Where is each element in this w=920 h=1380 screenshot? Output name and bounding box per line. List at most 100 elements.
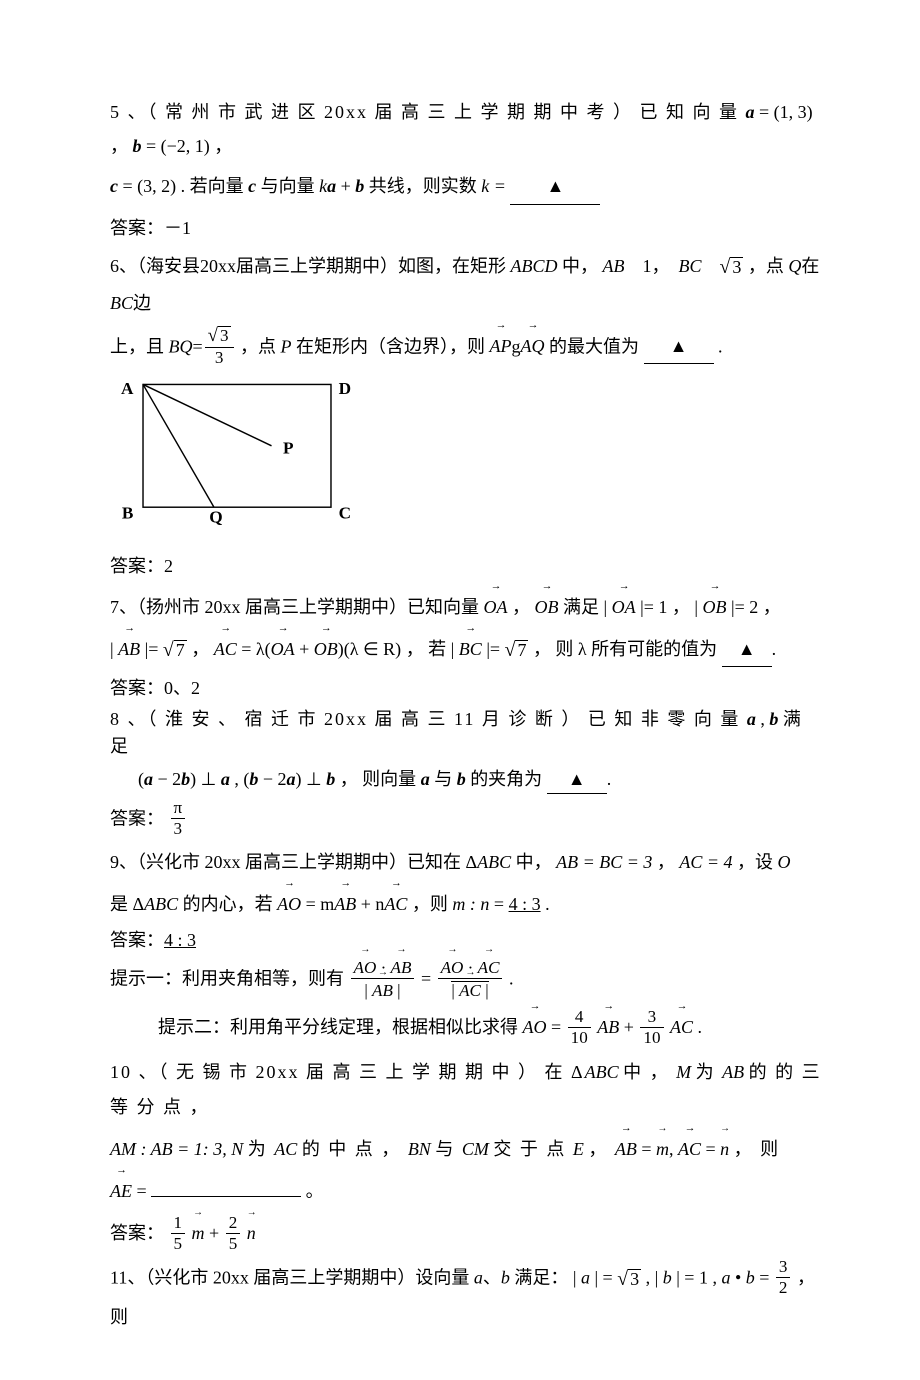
svg-text:A: A — [121, 379, 134, 398]
q9-t1a: 9、（兴化市 20xx 届高三上学期期中）已知在 Δ — [110, 852, 477, 872]
q5-cval: = (3, 2) — [118, 176, 176, 196]
q10-line1: 10 、（ 无 锡 市 20xx 届 高 三 上 学 期 期 中 ） 在 Δ AB… — [110, 1055, 825, 1123]
sqrt-icon: √3 — [617, 1261, 641, 1299]
q6-t2a: 上，且 — [110, 336, 164, 356]
q5-ans: －1 — [164, 218, 191, 238]
q7-t1a: 7、（扬州市 20xx 届高三上学期期中）已知向量 — [110, 597, 484, 617]
rectangle-diagram: ADBCQP — [120, 375, 354, 532]
q8-frac: π3 — [171, 798, 186, 838]
q6-ans: 2 — [164, 556, 173, 576]
q9-eq2: AC = 4 — [679, 852, 732, 872]
q7-ans: 0、2 — [164, 678, 200, 698]
q7-answer: 答案：0、2 — [110, 675, 825, 702]
q5-b: b — [133, 136, 142, 156]
q9-h1-frac1: AO · AB | AB | — [351, 956, 415, 1000]
q8-t1: 8 、（ 淮 安 、 宿 迁 市 20xx 届 高 三 11 月 诊 断 ） 已… — [110, 709, 747, 729]
q8-b: b — [769, 709, 778, 729]
q9-AC: AC — [384, 885, 407, 921]
q6-bcside: BC — [110, 293, 133, 313]
q8-t2c: 的夹角为 — [470, 769, 542, 789]
q10-t2b: 为 — [248, 1139, 275, 1159]
q7-plus: + — [295, 639, 314, 659]
q10-CM: CM — [462, 1139, 489, 1159]
q9-line1: 9、（兴化市 20xx 届高三上学期期中）已知在 ΔABC 中， AB = BC… — [110, 845, 825, 879]
q9-t1c: ，设 — [737, 852, 778, 872]
q9-sep: ， — [657, 852, 680, 872]
q9-dot: . — [541, 894, 550, 914]
q5-line2: c = (3, 2) . 若向量 c 与向量 ka + b 共线，则实数 k =… — [110, 169, 825, 204]
q10-t1a: 10 、（ 无 锡 市 20xx 届 高 三 上 学 期 期 中 ） 在 Δ — [110, 1062, 585, 1082]
q6-abcd: ABCD — [511, 256, 558, 276]
triangle-icon: ▲ — [670, 336, 688, 356]
q6-eq: = — [193, 336, 203, 356]
q11-line1: 11、（兴化市 20xx 届高三上学期期中）设向量 a、b 满足： | a | … — [110, 1259, 825, 1334]
q10-t2c: 的 中 点 ， — [302, 1139, 408, 1159]
q10-t2f: ， — [588, 1139, 615, 1159]
q10-t2d: 与 — [435, 1139, 462, 1159]
svg-text:C: C — [339, 504, 351, 523]
q7-eqs7a: |= — [140, 639, 163, 659]
answer-label: 答案： — [110, 809, 164, 829]
sqrt-icon: √7 — [163, 632, 187, 670]
q5-answer: 答案：－1 — [110, 211, 825, 245]
q7-ruo: ， 若 | — [406, 639, 459, 659]
q5-text1: 5 、（ 常 州 市 武 进 区 20xx 届 高 三 上 学 期 期 中 考 … — [110, 102, 746, 122]
q7-eqs7b: |= — [482, 639, 505, 659]
q5-blank: ▲ — [510, 169, 600, 204]
q7-OA2: OA — [612, 588, 636, 624]
q10-blank — [151, 1196, 301, 1197]
q6-diagram: ADBCQP — [120, 375, 825, 543]
q6-bq: BQ — [169, 336, 193, 356]
q10-line3: AE = 。 — [110, 1172, 825, 1208]
q10-E: E — [573, 1139, 584, 1159]
q10-end: 。 — [306, 1181, 324, 1201]
q10-f2: 25 — [226, 1213, 241, 1253]
q7-open1: | — [110, 639, 118, 659]
q5-c2: ， — [214, 136, 232, 156]
q10-AB: AB — [722, 1062, 744, 1082]
q8-line1: 8 、（ 淮 安 、 宿 迁 市 20xx 届 高 三 11 月 诊 断 ） 已… — [110, 706, 825, 760]
sqrt-icon: √3 — [720, 249, 744, 287]
q5-line1: 5 、（ 常 州 市 武 进 区 20xx 届 高 三 上 学 期 期 中 考 … — [110, 95, 825, 163]
q11-t1a: 11、（兴化市 20xx 届高三上学期期中）设向量 — [110, 1267, 474, 1287]
q5-c1: ， — [110, 136, 133, 156]
q6-Q: Q — [788, 256, 801, 276]
q6-t1a: 6、（海安县20xx届高三上学期期中）如图，在矩形 — [110, 256, 506, 276]
q7-comma: ， — [763, 597, 781, 617]
svg-text:Q: Q — [209, 508, 222, 527]
q11-t1c: 满足： | — [514, 1267, 581, 1287]
q5-t2c: 与向量 — [261, 176, 320, 196]
q9-h2-f1: 410 — [568, 1007, 591, 1047]
q5-aval: = (1, 3) — [755, 102, 813, 122]
q10-answer: 答案： 15 m + 25 n — [110, 1214, 825, 1255]
q9-h2-dot: . — [698, 1017, 703, 1037]
q5-a: a — [746, 102, 755, 122]
svg-text:D: D — [339, 379, 351, 398]
q10-m: m — [656, 1130, 669, 1166]
q7-OB: OB — [535, 588, 559, 624]
q10-t2e: 交 于 点 — [493, 1139, 573, 1159]
q11-f: 32 — [776, 1257, 791, 1297]
q6-P: P — [281, 336, 292, 356]
q10-ABv: AB — [615, 1130, 637, 1166]
q9-mn: m : n — [452, 894, 489, 914]
q9-h1-eq: = — [421, 968, 436, 988]
q9-t1b: 中， — [516, 852, 557, 872]
answer-label: 答案： — [110, 556, 164, 576]
q10-ratio: AM : AB = 1: 3, N — [110, 1139, 243, 1159]
q10-line2: AM : AB = 1: 3, N 为 AC 的 中 点 ， BN 与 CM 交… — [110, 1130, 825, 1166]
q9-h1-frac2: AO · AC | AC | — [438, 956, 503, 1000]
q6-eq1: 1 — [643, 256, 652, 276]
q6-AQ: AQ — [521, 327, 545, 363]
q7-t1c: ， | — [672, 597, 703, 617]
answer-label: 答案： — [110, 1223, 164, 1243]
svg-text:P: P — [283, 439, 294, 458]
q7-dot: . — [772, 639, 777, 659]
q7-OA: OA — [484, 588, 508, 624]
q6-line2: 上，且 BQ=√33 ，点 P 在矩形内（含边界），则 APgAQ 的最大值为 … — [110, 327, 825, 370]
q10-n: n — [720, 1130, 729, 1166]
q9-t2a: 是 Δ — [110, 894, 144, 914]
q6-t1c: ，点 — [748, 256, 784, 276]
q5-b2: b — [355, 176, 364, 196]
q6-line1: 6、（海安县20xx届高三上学期期中）如图，在矩形 ABCD 中， AB 1， … — [110, 249, 825, 321]
